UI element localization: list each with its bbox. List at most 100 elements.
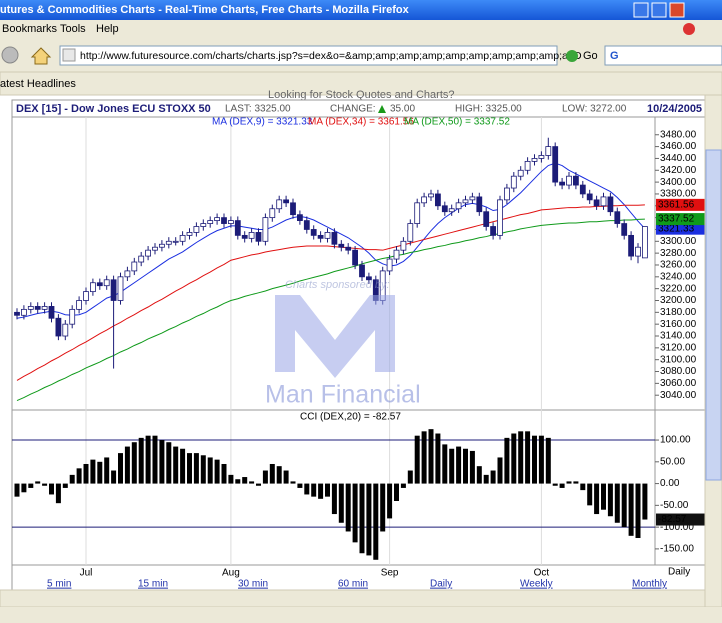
candle-body bbox=[393, 249, 400, 260]
candle-body bbox=[434, 193, 441, 207]
bar bbox=[228, 474, 234, 484]
bar bbox=[318, 483, 324, 499]
last-value-label: 3337.52 bbox=[658, 214, 695, 225]
candle-body bbox=[359, 264, 365, 278]
candle-body bbox=[400, 240, 407, 251]
candle-body bbox=[165, 240, 172, 245]
candle-body bbox=[269, 208, 276, 219]
status-bar bbox=[0, 607, 722, 623]
candle-body bbox=[262, 217, 269, 242]
bar bbox=[345, 483, 351, 532]
candle-body bbox=[545, 146, 552, 156]
bar bbox=[276, 466, 282, 484]
y-tick-label: 3240.00 bbox=[660, 271, 697, 282]
indicator-title: CCI (DEX,20) = -82.57 bbox=[300, 412, 401, 423]
candle-body bbox=[579, 184, 586, 195]
bar bbox=[200, 455, 206, 484]
search-field[interactable] bbox=[604, 45, 722, 66]
bar bbox=[131, 442, 137, 484]
bar bbox=[545, 437, 551, 484]
menu-item[interactable]: Tools bbox=[60, 23, 86, 35]
candle-body bbox=[255, 232, 262, 242]
menu-item[interactable]: Help bbox=[96, 23, 119, 35]
candle-body bbox=[635, 246, 641, 257]
candle-body bbox=[20, 308, 27, 316]
bar bbox=[407, 470, 413, 484]
bar bbox=[304, 483, 310, 495]
candle-body bbox=[573, 175, 579, 186]
bar bbox=[311, 483, 317, 497]
x-tick-label: Aug bbox=[222, 568, 240, 579]
interval-link[interactable]: Weekly bbox=[520, 579, 553, 590]
bar bbox=[76, 468, 82, 484]
go-icon[interactable] bbox=[566, 50, 578, 62]
bar bbox=[614, 483, 620, 523]
page-icon bbox=[62, 48, 76, 62]
bar bbox=[359, 483, 365, 554]
x-tick-label: Sep bbox=[381, 568, 399, 579]
chart-date: 10/24/2005 bbox=[647, 103, 702, 115]
bookmark-item[interactable]: atest Headlines bbox=[0, 78, 76, 90]
candle-body bbox=[62, 323, 69, 337]
interval-link[interactable]: 15 min bbox=[138, 579, 168, 590]
home-button[interactable] bbox=[30, 47, 52, 65]
candle-body bbox=[469, 196, 476, 201]
stop-button[interactable] bbox=[1, 46, 19, 64]
candle-body bbox=[131, 261, 138, 272]
candle-body bbox=[365, 276, 372, 281]
last-value-box bbox=[656, 198, 705, 211]
bar bbox=[421, 431, 427, 484]
candle-body bbox=[76, 300, 82, 310]
candle-body bbox=[490, 226, 497, 236]
scroll-thumb[interactable] bbox=[705, 149, 722, 481]
y-tick-label: 3460.00 bbox=[660, 141, 697, 152]
y-tick-label: 3200.00 bbox=[660, 295, 697, 306]
candle-body bbox=[483, 211, 490, 227]
go-button[interactable]: Go bbox=[583, 50, 598, 62]
horizontal-scrollbar[interactable] bbox=[0, 589, 706, 608]
interval-link[interactable]: 60 min bbox=[338, 579, 368, 590]
y-tick-label: 3380.00 bbox=[660, 189, 697, 200]
candle-body bbox=[510, 175, 517, 189]
bar bbox=[221, 463, 227, 484]
bar bbox=[111, 470, 117, 484]
candle-body bbox=[83, 291, 89, 301]
candle-body bbox=[207, 220, 214, 224]
candle-body bbox=[621, 223, 628, 236]
bar bbox=[283, 470, 289, 484]
bar bbox=[55, 483, 61, 504]
candle-body bbox=[600, 196, 607, 207]
x-tick-label: Jul bbox=[80, 568, 93, 579]
maximize-button[interactable] bbox=[651, 2, 667, 18]
candle-body bbox=[241, 234, 248, 239]
bar bbox=[145, 435, 151, 484]
candle-body bbox=[552, 146, 559, 183]
interval-link[interactable]: Daily bbox=[430, 579, 452, 590]
interval-link[interactable]: Monthly bbox=[632, 579, 667, 590]
chart-title: DEX [15] - Dow Jones ECU STOXX 50 bbox=[16, 103, 211, 115]
bar bbox=[352, 483, 358, 543]
candle-body bbox=[90, 282, 96, 293]
interval-link[interactable]: 5 min bbox=[47, 579, 71, 590]
stop-icon[interactable] bbox=[683, 23, 695, 35]
bar bbox=[428, 429, 434, 484]
bar bbox=[504, 437, 510, 484]
close-button[interactable] bbox=[669, 2, 685, 18]
bar bbox=[118, 453, 123, 484]
candle-body bbox=[41, 306, 48, 310]
menu-item[interactable]: Bookmarks bbox=[2, 23, 58, 35]
promo-text[interactable]: Looking for Stock Quotes and Charts? bbox=[268, 89, 455, 101]
last-value-box bbox=[656, 213, 705, 226]
url-field[interactable] bbox=[59, 45, 558, 66]
minimize-button[interactable] bbox=[633, 2, 649, 18]
change-value: 35.00 bbox=[390, 104, 415, 115]
interval-link[interactable]: 30 min bbox=[238, 579, 268, 590]
y-tick-label: 3040.00 bbox=[660, 390, 697, 401]
y-tick-label: 3300.00 bbox=[660, 236, 697, 247]
bar bbox=[166, 442, 172, 484]
bar bbox=[525, 431, 531, 484]
last-value-label: 3321.33 bbox=[658, 223, 695, 234]
candle-body bbox=[476, 196, 483, 213]
bar bbox=[490, 470, 496, 484]
y-tick-label: 3100.00 bbox=[660, 354, 697, 365]
